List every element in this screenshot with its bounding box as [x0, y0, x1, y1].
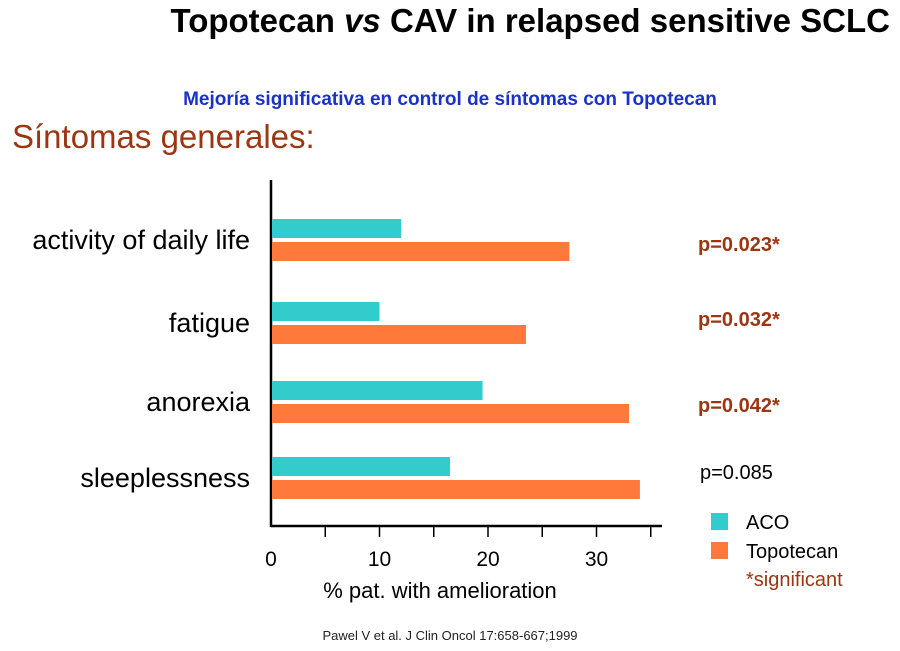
legend-significant-note: *significant [746, 569, 843, 591]
x-axis-title: % pat. with amelioration [323, 578, 557, 603]
bar-topotecan-2 [272, 404, 630, 423]
section-heading: Síntomas generales: [12, 118, 315, 155]
bar-topotecan-1 [272, 325, 526, 344]
x-tick-label: 30 [585, 548, 608, 571]
legend-label-topotecan: Topotecan [746, 541, 838, 563]
category-label: activity of daily life [32, 225, 250, 255]
x-tick-label: 10 [368, 548, 391, 571]
slide-title: Topotecan vs CAV in relapsed sensitive S… [0, 2, 900, 40]
x-tick-label: 0 [265, 548, 277, 571]
category-label: fatigue [169, 308, 250, 338]
bar-topotecan-0 [272, 242, 570, 261]
p-value-label: p=0.032* [698, 309, 780, 331]
bar-aco-2 [272, 381, 483, 400]
bar-aco-3 [272, 457, 451, 476]
legend-swatch-topotecan [711, 542, 728, 559]
legend-label-aco: ACO [746, 512, 789, 534]
x-tick-label: 20 [476, 548, 499, 571]
bar-topotecan-3 [272, 480, 640, 499]
title-part-1: Topotecan [170, 2, 345, 39]
p-value-label: p=0.042* [698, 395, 780, 417]
p-value-label: p=0.023* [698, 234, 780, 256]
legend-swatch-aco [711, 513, 728, 530]
bar-aco-1 [272, 302, 380, 321]
title-part-2: CAV in relapsed sensitive SCLC [380, 2, 890, 39]
title-vs: vs [344, 2, 381, 39]
bar-aco-0 [272, 219, 402, 238]
category-label: anorexia [146, 387, 251, 417]
citation: Pawel V et al. J Clin Oncol 17:658-667;1… [322, 628, 578, 643]
slide-subtitle: Mejoría significativa en control de sínt… [183, 89, 717, 110]
p-value-label: p=0.085 [700, 462, 773, 484]
category-label: sleeplessness [80, 463, 250, 493]
